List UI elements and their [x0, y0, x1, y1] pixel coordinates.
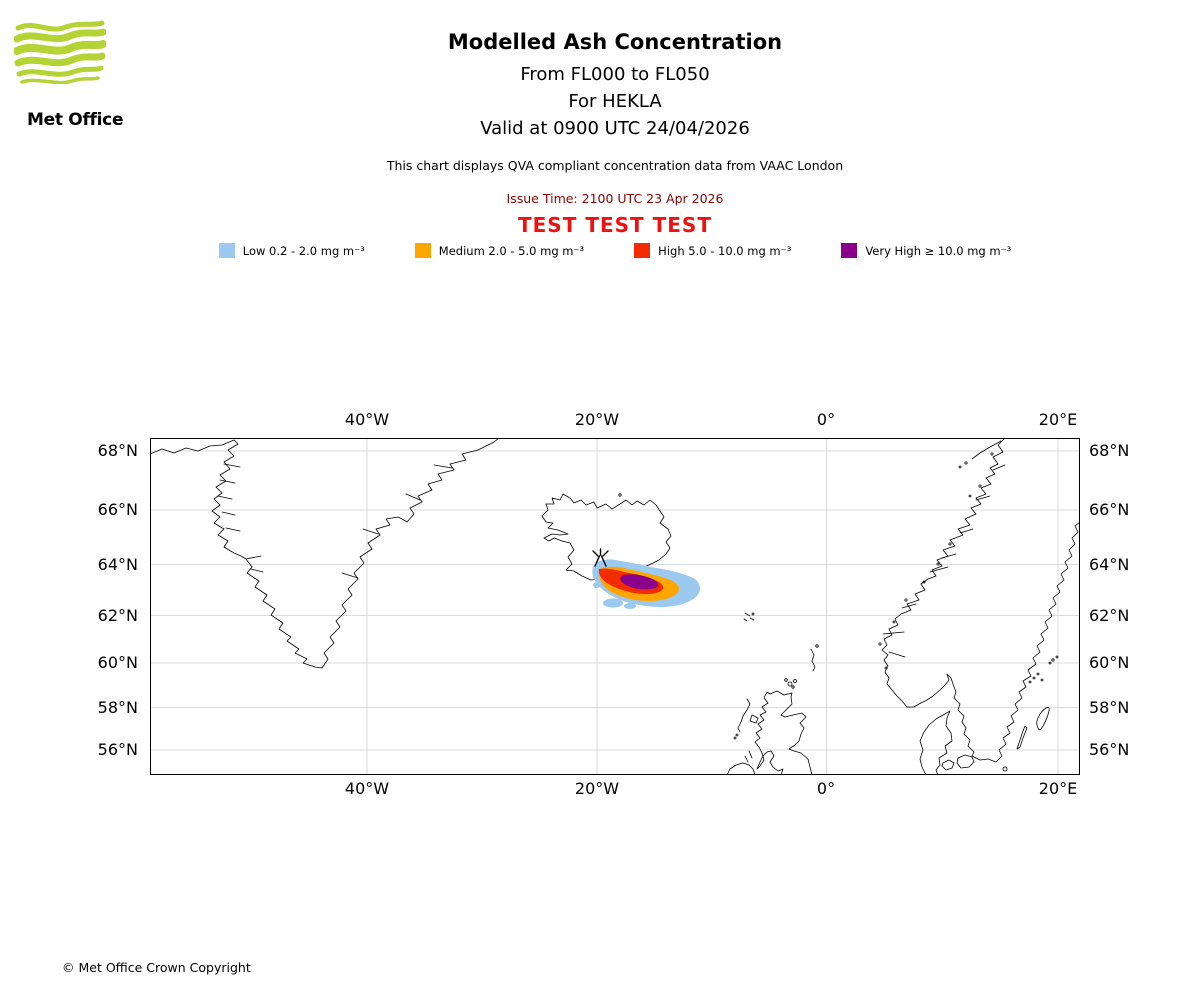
ash-plume: [592, 559, 701, 609]
legend-swatch-very-high: [841, 243, 858, 258]
map-svg: [149, 437, 1081, 776]
coastline-iceland: [541, 493, 672, 581]
lon-tick-bottom-20w: 20°W: [574, 779, 620, 798]
skye-island: [749, 714, 759, 724]
legend-label-very-high: Very High ≥ 10.0 mg m⁻³: [865, 243, 1012, 258]
lon-tick-top-40w: 40°W: [344, 410, 390, 429]
lat-tick-left-62n: 62°N: [97, 606, 138, 625]
lat-tick-right-58n: 58°N: [1089, 698, 1130, 717]
issue-time: Issue Time: 2100 UTC 23 Apr 2026: [506, 191, 724, 206]
lofoten-islands: [971, 440, 1002, 460]
norway-fjords: [882, 464, 1006, 658]
lon-tick-bottom-0: 0°: [816, 779, 836, 798]
norwegian-skerries: [878, 452, 994, 670]
lat-tick-left-64n: 64°N: [97, 555, 138, 574]
grimsey-island: [618, 493, 622, 497]
faroe-islands: [743, 612, 755, 622]
subtitle-valid-time: Valid at 0900 UTC 24/04/2026: [480, 118, 750, 139]
lat-tick-left-56n: 56°N: [97, 740, 138, 759]
baltic-archipelago: [1028, 655, 1059, 684]
volcano-icon: [592, 548, 609, 567]
lat-tick-right-62n: 62°N: [1089, 606, 1130, 625]
hebrides-islet: [735, 733, 739, 737]
bornholm-island: [1002, 766, 1008, 772]
legend-label-low: Low 0.2 - 2.0 mg m⁻³: [242, 243, 365, 258]
legend-item-high: High 5.0 - 10.0 mg m⁻³: [634, 243, 791, 258]
lon-tick-top-20w: 20°W: [574, 410, 620, 429]
legend-swatch-medium: [414, 243, 431, 258]
legend-swatch-low: [218, 243, 235, 258]
shetland-islands: [810, 648, 816, 672]
oland-island: [1016, 725, 1028, 750]
lat-tick-left-66n: 66°N: [97, 500, 138, 519]
legend-item-medium: Medium 2.0 - 5.0 mg m⁻³: [414, 243, 585, 258]
lat-tick-left-60n: 60°N: [97, 653, 138, 672]
hebrides-islet: [733, 736, 737, 740]
lat-tick-right-66n: 66°N: [1089, 500, 1130, 519]
subtitle-volcano: For HEKLA: [568, 91, 662, 112]
lat-tick-left-58n: 58°N: [97, 698, 138, 717]
map-border: [150, 438, 1080, 775]
legend-swatch-high: [634, 243, 651, 258]
coastline-greenland: [149, 437, 500, 669]
lon-tick-top-20e: 20°E: [1038, 410, 1078, 429]
ash-plume-very-high: [620, 574, 659, 590]
qva-compliance-note: This chart displays QVA compliant concen…: [386, 158, 844, 173]
subtitle-flight-levels: From FL000 to FL050: [520, 64, 710, 85]
lat-tick-right-60n: 60°N: [1089, 653, 1130, 672]
logo-waves-icon: [13, 20, 107, 85]
coastline-scotland: [754, 690, 813, 776]
zealand-island: [956, 754, 975, 769]
lat-tick-right-56n: 56°N: [1089, 740, 1130, 759]
concentration-legend: Low 0.2 - 2.0 mg m⁻³ Medium 2.0 - 5.0 mg…: [30, 243, 1200, 258]
ash-plume-low-fragment: [593, 582, 601, 588]
gotland-island: [1036, 707, 1050, 731]
met-office-logo: Met Office: [13, 20, 134, 130]
islay-jura-islands: [744, 750, 753, 763]
map-gridlines: [150, 438, 1080, 775]
page-title: Modelled Ash Concentration: [447, 30, 783, 54]
coastline-ireland: [726, 762, 756, 776]
lat-tick-right-64n: 64°N: [1089, 555, 1130, 574]
coastline-norway-sweden: [881, 437, 1081, 763]
legend-label-medium: Medium 2.0 - 5.0 mg m⁻³: [438, 243, 585, 258]
ash-plume-low-fragment: [624, 603, 636, 609]
legend-item-low: Low 0.2 - 2.0 mg m⁻³: [218, 243, 365, 258]
test-banner: TEST TEST TEST: [518, 213, 712, 237]
legend-item-very-high: Very High ≥ 10.0 mg m⁻³: [841, 243, 1011, 258]
lon-tick-top-0: 0°: [816, 410, 836, 429]
orkney-islands: [784, 678, 797, 689]
outer-hebrides-islands: [737, 698, 751, 733]
copyright-notice: © Met Office Crown Copyright: [62, 960, 251, 975]
logo-wordmark: Met Office: [27, 110, 124, 130]
funen-island: [941, 759, 955, 771]
shetland-islet: [815, 644, 819, 648]
lat-tick-right-68n: 68°N: [1089, 441, 1130, 460]
map-frame: [149, 437, 1081, 776]
greenland-fjords: [217, 463, 453, 579]
legend-label-high: High 5.0 - 10.0 mg m⁻³: [658, 243, 792, 258]
coastline-denmark: [919, 710, 953, 776]
lon-tick-bottom-40w: 40°W: [344, 779, 390, 798]
ash-plume-low-fragment: [603, 598, 623, 608]
lon-tick-bottom-20e: 20°E: [1038, 779, 1078, 798]
lat-tick-left-68n: 68°N: [97, 441, 138, 460]
